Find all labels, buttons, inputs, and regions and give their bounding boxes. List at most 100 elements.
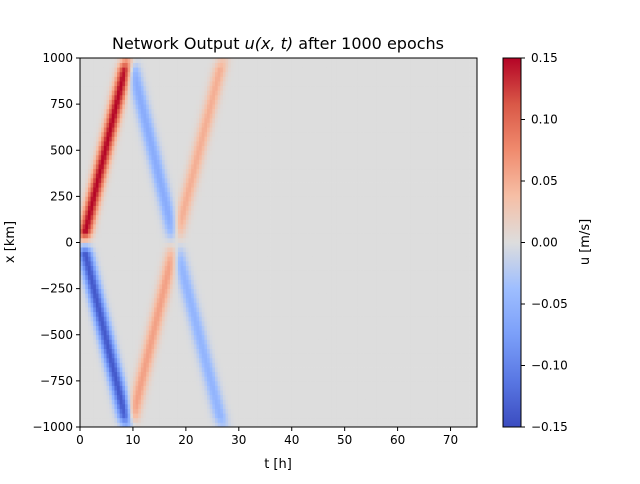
heatmap-cell — [156, 380, 160, 386]
heatmap-cell — [132, 265, 136, 271]
heatmap-cell — [143, 150, 147, 156]
heatmap-cell — [87, 403, 91, 409]
heatmap-cell — [154, 150, 158, 156]
heatmap-cell — [212, 154, 216, 160]
heatmap-cell — [114, 325, 118, 331]
heatmap-cell — [138, 279, 142, 285]
heatmap-cell — [109, 334, 113, 340]
heatmap-cell — [175, 256, 179, 262]
heatmap-cell — [177, 302, 181, 308]
heatmap-cell — [238, 362, 242, 368]
heatmap-cell — [162, 413, 166, 419]
heatmap-cell — [209, 284, 213, 290]
heatmap-cell — [164, 159, 168, 165]
heatmap-cell — [111, 205, 115, 211]
heatmap-cell — [111, 173, 115, 179]
heatmap-cell — [188, 214, 192, 220]
heatmap-cell — [196, 270, 200, 276]
heatmap-cell — [222, 348, 226, 354]
heatmap-cell — [177, 357, 181, 363]
heatmap-cell — [175, 279, 179, 285]
heatmap-cell — [140, 274, 144, 280]
heatmap-cell — [85, 353, 89, 359]
heatmap-cell — [87, 219, 91, 225]
heatmap-cell — [172, 233, 176, 239]
heatmap-cell — [143, 127, 147, 133]
heatmap-cell — [185, 187, 189, 193]
heatmap-cell — [122, 293, 126, 299]
heatmap-cell — [140, 408, 144, 414]
heatmap-cell — [180, 71, 184, 77]
heatmap-cell — [101, 113, 105, 119]
heatmap-cell — [167, 320, 171, 326]
heatmap-cell — [124, 200, 129, 206]
heatmap-cell — [167, 141, 171, 147]
heatmap-cell — [85, 284, 89, 290]
heatmap-cell — [175, 173, 179, 179]
heatmap-cell — [238, 403, 242, 409]
heatmap-cell — [175, 343, 179, 349]
heatmap-cell — [109, 284, 113, 290]
heatmap-cell — [103, 104, 107, 110]
heatmap-cell — [225, 131, 229, 137]
heatmap-cell — [148, 219, 152, 225]
heatmap-cell — [156, 150, 160, 156]
heatmap-cell — [175, 247, 179, 253]
heatmap-cell — [214, 177, 219, 183]
heatmap-cell — [191, 307, 195, 313]
heatmap-cell — [196, 265, 200, 271]
heatmap-cell — [183, 58, 187, 64]
heatmap-cell — [196, 348, 200, 354]
heatmap-cell — [85, 94, 89, 100]
heatmap-cell — [164, 403, 168, 409]
heatmap-cell — [222, 214, 226, 220]
heatmap-cell — [101, 339, 105, 345]
heatmap-cell — [130, 399, 134, 405]
heatmap-cell — [225, 413, 229, 419]
heatmap-cell — [143, 376, 147, 382]
heatmap-cell — [164, 362, 168, 368]
heatmap-cell — [201, 76, 205, 82]
heatmap-cell — [93, 274, 97, 280]
heatmap-cell — [124, 76, 129, 82]
heatmap-cell — [122, 270, 126, 276]
heatmap-cell — [180, 136, 184, 142]
heatmap-cell — [156, 367, 160, 373]
heatmap-cell — [82, 182, 86, 188]
heatmap-cell — [119, 210, 123, 216]
heatmap-cell — [169, 145, 174, 151]
heatmap-cell — [175, 362, 179, 368]
heatmap-cell — [124, 403, 129, 409]
heatmap-cell — [193, 71, 197, 77]
heatmap-cell — [207, 348, 211, 354]
heatmap-cell — [188, 71, 192, 77]
heatmap-cell — [222, 219, 226, 225]
heatmap-cell — [151, 122, 155, 128]
heatmap-cell — [154, 376, 158, 382]
heatmap-cell — [222, 279, 226, 285]
heatmap-cell — [154, 164, 158, 170]
heatmap-cell — [101, 117, 105, 123]
heatmap-cell — [228, 339, 232, 345]
heatmap-cell — [212, 362, 216, 368]
heatmap-cell — [80, 131, 84, 137]
heatmap-cell — [172, 394, 176, 400]
heatmap-cell — [103, 270, 107, 276]
heatmap-cell — [222, 76, 226, 82]
heatmap-cell — [191, 353, 195, 359]
heatmap-cell — [140, 343, 144, 349]
heatmap-cell — [159, 390, 163, 396]
heatmap-cell — [228, 76, 232, 82]
heatmap-cell — [225, 150, 229, 156]
heatmap-cell — [175, 339, 179, 345]
heatmap-cell — [146, 293, 150, 299]
heatmap-cell — [164, 90, 168, 96]
heatmap-cell — [114, 237, 118, 243]
heatmap-cell — [109, 343, 113, 349]
heatmap-cell — [143, 191, 147, 197]
heatmap-cell — [220, 164, 224, 170]
heatmap-cell — [103, 233, 107, 239]
heatmap-cell — [228, 413, 232, 419]
heatmap-cell — [222, 256, 226, 262]
heatmap-cell — [85, 376, 89, 382]
